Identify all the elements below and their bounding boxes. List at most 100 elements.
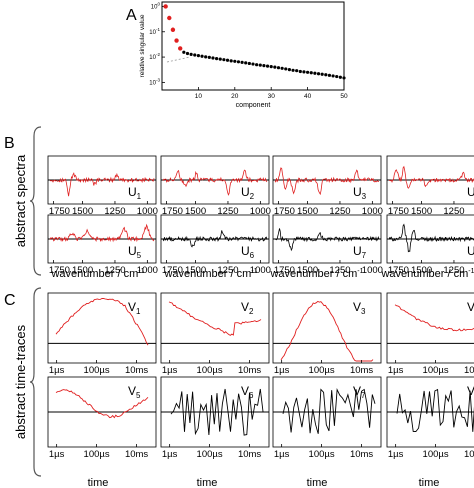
trace-label: V2 bbox=[241, 300, 254, 316]
spectrum-xtick-label: 1500 bbox=[185, 206, 206, 217]
singular-value-point bbox=[174, 38, 179, 43]
spectrum-xtick-label: 1250 bbox=[217, 265, 238, 276]
singular-value-point bbox=[211, 56, 215, 60]
time-trace bbox=[280, 300, 374, 362]
spectrum-xtick-label: 1500 bbox=[411, 206, 432, 217]
singular-value-point bbox=[182, 50, 186, 54]
trace-xtick-label: 100µs bbox=[197, 449, 223, 460]
singular-value-point bbox=[331, 74, 335, 78]
spectrum-label: U2 bbox=[241, 185, 255, 201]
singular-value-point bbox=[320, 72, 324, 76]
trace-panel-v1: V1 1µs 100µs 10ms bbox=[47, 292, 157, 376]
singular-value-point bbox=[189, 52, 193, 56]
spectrum-xtick-label: 1750 bbox=[388, 206, 409, 217]
singular-value-point bbox=[280, 66, 284, 70]
spectrum-label: U6 bbox=[241, 244, 255, 260]
trace-xtick-label: 10ms bbox=[350, 365, 373, 376]
singular-value-point bbox=[327, 73, 332, 77]
trace-panel-v3: V3 1µs 100µs 10ms bbox=[272, 292, 382, 376]
time-trace bbox=[55, 297, 149, 346]
side-label-spectra: abstract spectra bbox=[13, 154, 28, 247]
trace-panel-frame bbox=[386, 292, 474, 364]
spectrum-xtick-label: 1250 bbox=[104, 265, 125, 276]
spectrum-xtick-label: 1000 bbox=[250, 206, 271, 217]
spectrum-xtick-label: 1250 bbox=[443, 265, 464, 276]
time-trace bbox=[168, 301, 262, 336]
singular-value-point bbox=[298, 69, 302, 74]
spectrum-xtick-label: 1750 bbox=[49, 265, 70, 276]
singular-value-point bbox=[236, 60, 241, 64]
singular-value-point bbox=[342, 76, 346, 80]
spectrum-panel-u7: U7 1750 1500 1250 1000 bbox=[272, 214, 383, 276]
spectrum-panel-u6: U6 1750 1500 1250 1000 bbox=[160, 214, 271, 276]
singular-value-point bbox=[338, 75, 342, 79]
trace-xlabel-2: time bbox=[197, 477, 218, 488]
spectrum-trace bbox=[162, 169, 268, 196]
trace-xtick-label: 100µs bbox=[309, 449, 335, 460]
spectrum-xtick-label: 1750 bbox=[49, 206, 70, 217]
trace-xtick-label: 1µs bbox=[49, 449, 65, 460]
spectrum-trace bbox=[49, 223, 155, 243]
singular-value-point bbox=[291, 68, 295, 72]
trace-label: V3 bbox=[353, 300, 366, 316]
spectrum-xtick-label: 1500 bbox=[72, 265, 93, 276]
trace-xtick-label: 100µs bbox=[197, 365, 223, 376]
singular-value-point bbox=[185, 51, 190, 56]
spectrum-xtick-label: 1000 bbox=[137, 265, 158, 276]
trace-label: V8 bbox=[467, 384, 474, 400]
trace-xtick-label: 10ms bbox=[238, 365, 261, 376]
trace-panel-frame bbox=[160, 292, 270, 364]
spectrum-xtick-label: 1500 bbox=[72, 206, 93, 217]
singular-value-point bbox=[284, 67, 288, 71]
spectrum-label: U7 bbox=[353, 244, 367, 260]
singular-value-point bbox=[244, 61, 248, 65]
spectrum-xtick-label: 1500 bbox=[297, 206, 318, 217]
spectrum-xtick-label: 1500 bbox=[297, 265, 318, 276]
singular-value-point bbox=[258, 63, 262, 67]
trace-xtick-label: 100µs bbox=[84, 365, 110, 376]
singular-value-point bbox=[269, 65, 273, 69]
spectrum-xtick-label: 1500 bbox=[185, 265, 206, 276]
trace-xtick-label: 100µs bbox=[84, 449, 110, 460]
panel-a-cutoff-line bbox=[166, 56, 191, 63]
trace-xtick-label: 100µs bbox=[309, 365, 335, 376]
singular-value-point bbox=[306, 70, 310, 74]
trace-xlabel-1: time bbox=[88, 477, 109, 488]
spectrum-xtick-label: 1750 bbox=[388, 265, 409, 276]
trace-panel-v4: V4 1µs 100µs 10ms bbox=[386, 292, 474, 376]
panel-label-b: B bbox=[4, 135, 15, 152]
panel-a-frame bbox=[161, 1, 345, 91]
trace-label: V5 bbox=[128, 384, 141, 400]
trace-xtick-label: 1µs bbox=[162, 365, 178, 376]
singular-value-point bbox=[178, 46, 183, 51]
spectrum-xtick-label: 1250 bbox=[329, 206, 350, 217]
panel-a-xtick-label: 40 bbox=[304, 93, 312, 100]
spectrum-panel-u2: U2 1750 1500 1250 1000 bbox=[160, 155, 271, 217]
trace-panel-v8: V8 1µs 100µs 10ms bbox=[386, 376, 474, 460]
bracket-time bbox=[29, 287, 42, 477]
spectrum-xtick-label: 1500 bbox=[411, 265, 432, 276]
spectrum-panel-u3: U3 1750 1500 1250 1000 bbox=[272, 155, 383, 217]
singular-value-point bbox=[309, 71, 313, 75]
trace-panel-v2: V2 1µs 100µs 10ms bbox=[160, 292, 270, 376]
panel-a-xtick-label: 30 bbox=[268, 93, 276, 100]
trace-xtick-label: 10ms bbox=[125, 449, 148, 460]
singular-value-point bbox=[215, 57, 219, 61]
spectrum-xtick-label: 1000 bbox=[362, 206, 383, 217]
trace-xtick-label: 1µs bbox=[49, 365, 65, 376]
panel-label-c: C bbox=[4, 292, 16, 309]
singular-value-point bbox=[324, 73, 328, 77]
singular-value-point bbox=[316, 72, 321, 76]
singular-value-point bbox=[200, 54, 204, 58]
singular-value-point bbox=[233, 59, 237, 63]
spectrum-trace bbox=[274, 228, 380, 252]
panel-a-ytick-label: 100 bbox=[151, 1, 161, 10]
spectrum-label: U5 bbox=[128, 244, 142, 260]
spectrum-xtick-label: 1750 bbox=[274, 265, 295, 276]
trace-xtick-label: 1µs bbox=[388, 365, 404, 376]
spectrum-trace bbox=[162, 230, 268, 248]
spectrum-xtick-label: 1250 bbox=[329, 265, 350, 276]
singular-value-point bbox=[335, 74, 339, 79]
spectrum-panel-u4: U41750150012501000 bbox=[386, 155, 474, 217]
spectrum-panel-u5: U5 1750 1500 1250 1000 bbox=[47, 214, 158, 276]
